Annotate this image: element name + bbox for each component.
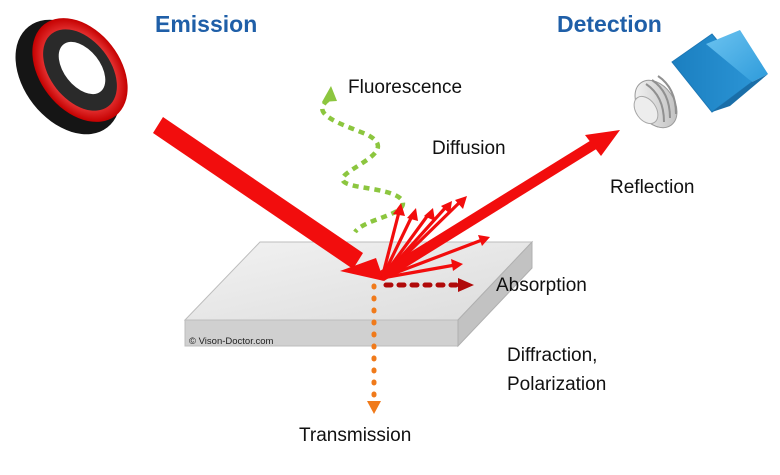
reflection-ray <box>380 130 620 281</box>
copyright-notice: © Vison-Doctor.com <box>189 336 274 347</box>
absorption-ray <box>383 278 474 292</box>
diffraction-polarization-label: Diffraction, Polarization <box>507 341 606 399</box>
transmission-ray <box>367 283 381 414</box>
incident-ray <box>153 117 384 281</box>
reflection-label: Reflection <box>610 177 695 198</box>
diffraction-label: Diffraction, <box>507 345 598 366</box>
fluorescence-label: Fluorescence <box>348 77 463 98</box>
transmission-label: Transmission <box>299 425 412 446</box>
absorption-label: Absorption <box>496 275 587 296</box>
emission-heading: Emission <box>155 11 258 37</box>
sample-plate <box>183 240 534 348</box>
polarization-label: Polarization <box>507 374 607 395</box>
detection-heading: Detection <box>557 11 662 37</box>
fluorescence-wave <box>320 98 406 234</box>
fluorescence-arrowhead <box>322 86 337 102</box>
ring-light-icon <box>15 18 128 135</box>
camera-icon <box>633 30 768 129</box>
diffusion-label: Diffusion <box>432 138 506 159</box>
